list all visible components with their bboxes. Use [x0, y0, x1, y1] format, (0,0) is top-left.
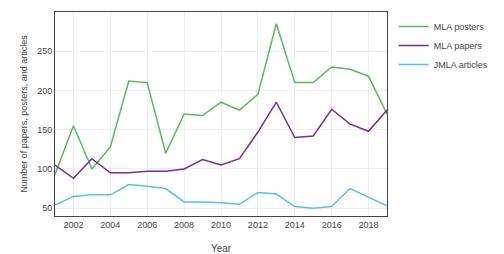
svg-text:2018: 2018: [359, 220, 379, 230]
svg-text:50: 50: [42, 203, 52, 213]
svg-text:MLA posters: MLA posters: [434, 22, 485, 32]
svg-text:2010: 2010: [211, 220, 231, 230]
svg-text:100: 100: [37, 164, 52, 174]
svg-text:2006: 2006: [137, 220, 157, 230]
svg-text:JMLA articles: JMLA articles: [434, 60, 488, 70]
svg-text:200: 200: [37, 86, 52, 96]
svg-text:MLA papers: MLA papers: [434, 41, 483, 51]
svg-text:Number of papers, posters, and: Number of papers, posters, and articles: [19, 35, 29, 193]
svg-text:2012: 2012: [248, 220, 268, 230]
svg-text:2016: 2016: [322, 220, 342, 230]
svg-text:250: 250: [37, 46, 52, 56]
svg-text:2008: 2008: [174, 220, 194, 230]
svg-text:150: 150: [37, 125, 52, 135]
svg-text:2014: 2014: [285, 220, 305, 230]
svg-text:2002: 2002: [63, 220, 83, 230]
svg-text:Year: Year: [211, 243, 232, 254]
svg-text:2004: 2004: [100, 220, 120, 230]
